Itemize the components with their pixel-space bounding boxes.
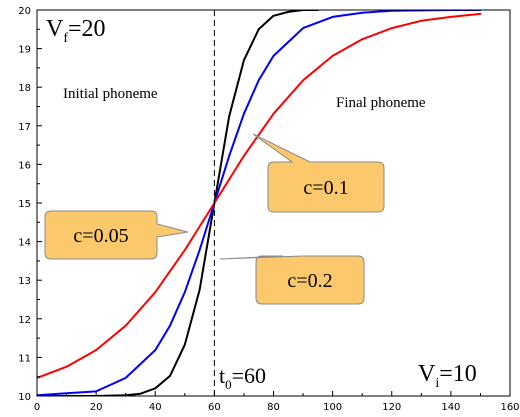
y-tick-label: 18 [18,83,31,94]
t0-annotation-base: t [219,363,225,388]
callout-c-0-2-label: c=0.2 [287,270,332,292]
vf-annotation-base: V [46,16,64,42]
vi-annotation: Vi=10 [418,361,477,391]
y-tick-label: 12 [18,315,31,326]
x-tick-label: 100 [323,402,342,413]
final-phoneme-label: Final phoneme [336,95,426,111]
x-tick-label: 40 [149,402,162,413]
t0-annotation-rest: =60 [232,363,266,388]
y-axis: 10 11 12 13 14 15 16 17 18 19 20 [18,6,42,403]
y-tick-label: 13 [18,276,31,287]
vf-annotation-rest: =20 [68,16,106,42]
x-tick-label: 160 [500,402,519,413]
callout-c-0-2: c=0.2 [219,255,365,305]
x-tick-label: 60 [208,402,221,413]
callout-c-0-05-label: c=0.05 [73,225,128,247]
y-tick-label: 19 [18,45,31,56]
series-layer [37,10,482,396]
callout-c-0-1: c=0.1 [252,133,385,213]
x-axis: 0 20 40 60 80 100 120 140 160 [34,391,520,413]
t0-annotation-sub: 0 [225,377,232,392]
x-tick-label: 80 [267,402,280,413]
y-tick-label: 17 [18,122,31,133]
vf-annotation-sub: f [63,31,68,46]
y-tick-label: 10 [18,392,31,403]
t0-annotation: t0=60 [219,363,266,392]
x-tick-label: 0 [34,402,40,413]
x-tick-label: 120 [382,402,401,413]
vi-annotation-rest: =10 [439,361,477,387]
vi-annotation-base: V [418,361,436,387]
x-tick-label: 20 [90,402,103,413]
vi-annotation-sub: i [435,376,439,391]
x-tick-label: 140 [441,402,460,413]
y-tick-label: 16 [18,160,31,171]
callout-c-0-05: c=0.05 [44,210,189,260]
series-line-2 [37,12,482,379]
y-tick-label: 15 [18,199,31,210]
callout-c-0-2-shape [219,255,365,305]
series-line-1 [37,10,482,396]
callout-c-0-1-label: c=0.1 [303,177,348,199]
initial-phoneme-label: Initial phoneme [63,86,158,102]
y-tick-label: 14 [18,238,31,249]
callout-c-0-1-shape [252,133,385,213]
y-tick-label: 20 [18,6,31,17]
series-line-0 [37,10,319,396]
y-tick-label: 11 [18,353,31,364]
vf-annotation: Vf=20 [46,16,106,46]
callout-c-0-05-shape [44,210,189,260]
